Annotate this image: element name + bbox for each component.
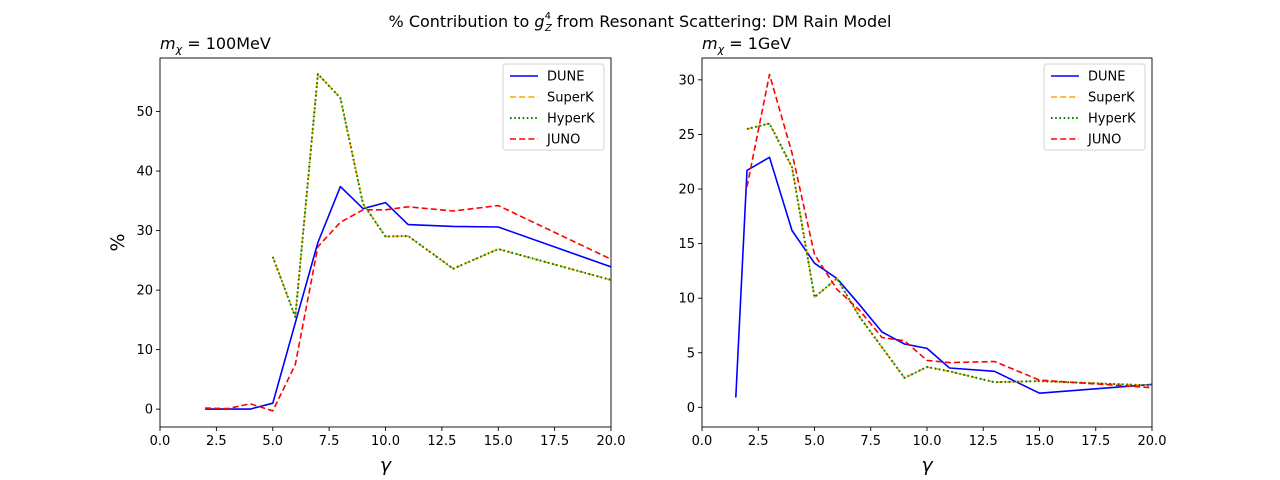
legend-label-hyperk: HyperK: [1088, 112, 1136, 127]
x-tick-label: 10.0: [371, 434, 400, 449]
legend-box: [1043, 63, 1146, 151]
legend-label-dune: DUNE: [547, 70, 584, 85]
x-tick-label: 10.0: [913, 434, 942, 449]
series-line-dune: [205, 185, 611, 410]
x-tick-label: 0.0: [150, 434, 171, 449]
legend-box: [502, 63, 605, 151]
x-axis-label: γ: [380, 454, 393, 476]
x-tick-label: 5.0: [262, 434, 283, 449]
series-line-hyperk: [271, 73, 611, 318]
legend-label-superk: SuperK: [1088, 91, 1135, 106]
series-group: [735, 73, 1152, 398]
legend-label-juno: JUNO: [1087, 133, 1121, 148]
y-tick-label: 30: [136, 224, 153, 239]
x-tick-label: 15.0: [1025, 434, 1054, 449]
panel-title-subscript: χ: [175, 43, 183, 56]
x-tick-label: 7.5: [860, 434, 881, 449]
panel-title-value: = 100MeV: [182, 34, 271, 53]
x-tick-label: 17.5: [540, 434, 569, 449]
panel-title-symbol: m: [702, 34, 718, 53]
y-tick-label: 10: [678, 292, 695, 307]
panel-title-subscript: χ: [717, 43, 725, 56]
chart-panel-2: 0.0 2.5 5.0 7.5 10.0 12.5 15.0 17.5 20.0 0 5 10 15 20…: [678, 34, 1166, 476]
y-tick-label: 10: [136, 343, 153, 358]
x-tick-label: 7.5: [319, 434, 340, 449]
legend-label-dune: DUNE: [1088, 70, 1125, 85]
x-tick-label: 15.0: [484, 434, 513, 449]
panel-title-symbol: m: [160, 34, 176, 53]
x-tick-label: 5.0: [804, 434, 825, 449]
x-tick-label: 12.5: [969, 434, 998, 449]
x-axis-label: γ: [921, 454, 934, 476]
x-tick-label: 2.5: [748, 434, 769, 449]
x-tick-label: 17.5: [1081, 434, 1110, 449]
y-tick-label: 50: [136, 105, 153, 120]
y-tick-label: 20: [678, 183, 695, 198]
legend: DUNE SuperK HyperK JUNO: [502, 63, 605, 151]
panel-title: mχ = 1GeV: [702, 34, 791, 56]
series-line-juno: [205, 204, 611, 412]
x-tick-label: 2.5: [206, 434, 227, 449]
x-tick-label: 12.5: [427, 434, 456, 449]
y-tick-label: 15: [678, 237, 695, 252]
legend: DUNE SuperK HyperK JUNO: [1043, 63, 1146, 151]
x-tick-label: 20.0: [1138, 434, 1167, 449]
chart-panel-1: 0.0 2.5 5.0 7.5 10.0 12.5 15.0 17.5 20.0 0 10 20 30 4…: [107, 34, 625, 476]
panel-title-value: = 1GeV: [724, 34, 791, 53]
legend-label-hyperk: HyperK: [547, 112, 595, 127]
y-tick-label: 40: [136, 165, 153, 180]
y-tick-label: 0: [687, 401, 695, 416]
series-line-hyperk: [746, 122, 1152, 387]
series-group: [205, 73, 611, 412]
series-line-juno: [746, 73, 1152, 389]
x-tick-label: 20.0: [597, 434, 626, 449]
y-axis-label: %: [107, 233, 129, 251]
figure-title: % Contribution to g4 Z from Resonant Scat…: [389, 11, 892, 34]
legend-label-superk: SuperK: [547, 91, 594, 106]
x-tick-label: 0.0: [692, 434, 713, 449]
y-tick-label: 25: [678, 128, 695, 143]
y-tick-label: 0: [145, 403, 153, 418]
y-tick-label: 30: [678, 73, 695, 88]
legend-label-juno: JUNO: [546, 133, 580, 148]
panel-title: mχ = 100MeV: [160, 34, 271, 56]
series-line-dune: [735, 156, 1152, 398]
y-tick-label: 20: [136, 284, 153, 299]
y-tick-label: 5: [687, 346, 695, 361]
